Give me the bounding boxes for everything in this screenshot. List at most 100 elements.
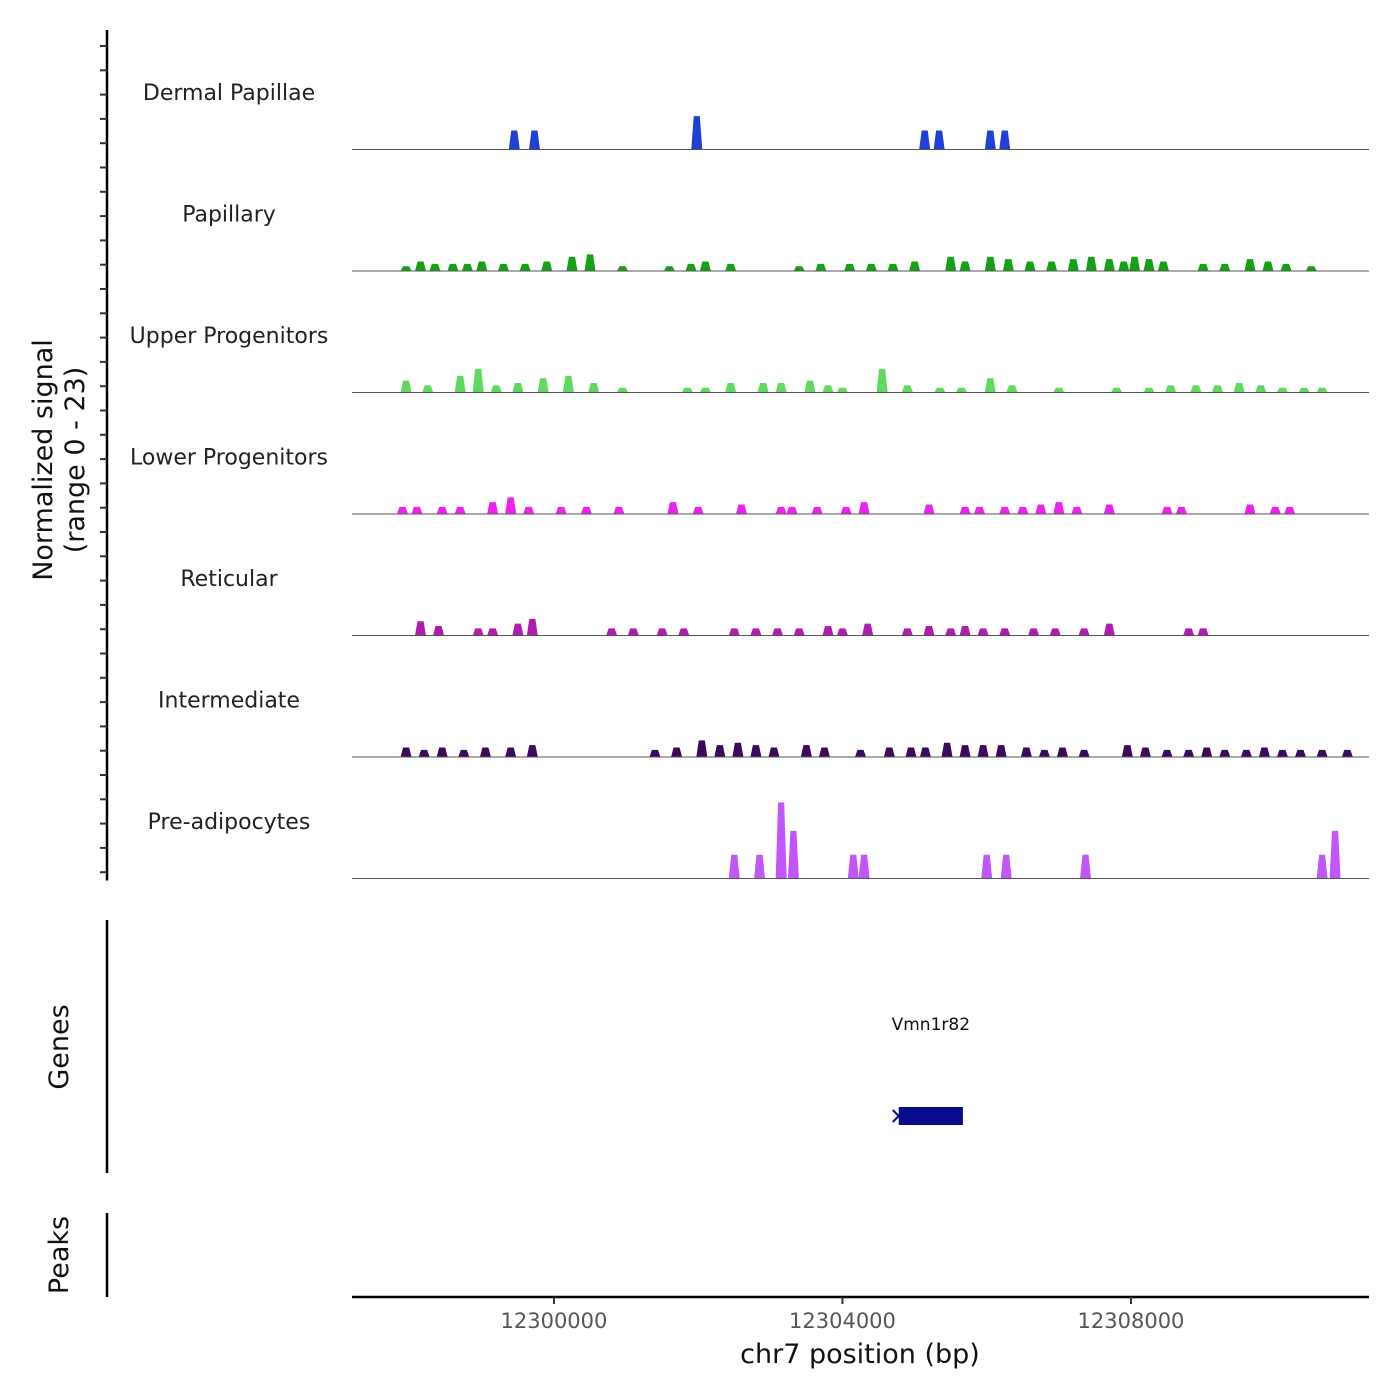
signal-peak bbox=[1240, 749, 1252, 757]
signal-peak bbox=[822, 625, 834, 636]
signal-peak bbox=[566, 256, 578, 271]
signal-peak bbox=[1157, 261, 1169, 271]
track-label: Dermal Papillae bbox=[143, 81, 315, 106]
signal-peak bbox=[616, 387, 628, 393]
signal-peak bbox=[919, 747, 931, 757]
track-reticular: Reticular bbox=[180, 567, 1369, 636]
signal-peak bbox=[505, 497, 517, 514]
signal-peak bbox=[1284, 506, 1296, 514]
signal-peak bbox=[472, 628, 484, 636]
signal-peak bbox=[400, 747, 412, 757]
track-label: Pre-adipocytes bbox=[148, 810, 311, 835]
signal-peak bbox=[1161, 506, 1173, 514]
signal-peak bbox=[959, 506, 971, 514]
signal-peak bbox=[1053, 387, 1065, 393]
signal-peak bbox=[840, 506, 852, 514]
signal-peak bbox=[508, 130, 520, 150]
signal-peak bbox=[1197, 628, 1209, 636]
signal-peak bbox=[787, 830, 799, 879]
signal-peak bbox=[1276, 749, 1288, 757]
signal-peak bbox=[411, 506, 423, 514]
signal-peak bbox=[400, 380, 412, 393]
signal-peak bbox=[793, 628, 805, 636]
signal-peak bbox=[526, 618, 538, 636]
signal-peak bbox=[1298, 387, 1310, 393]
signal-peak bbox=[685, 263, 697, 271]
signal-peak bbox=[855, 749, 866, 757]
signal-peak bbox=[984, 256, 996, 271]
signal-peak bbox=[836, 628, 848, 636]
signal-peak bbox=[725, 382, 737, 393]
signal-peak bbox=[681, 387, 693, 393]
signal-peak bbox=[1002, 259, 1014, 271]
signal-peak bbox=[905, 747, 917, 757]
signal-peak bbox=[1329, 830, 1341, 879]
signal-peak bbox=[1183, 749, 1195, 757]
signal-peak bbox=[1118, 261, 1130, 271]
signal-peak bbox=[977, 628, 989, 636]
signal-peak bbox=[1165, 385, 1177, 393]
signal-peak bbox=[699, 261, 711, 271]
signal-peak bbox=[883, 747, 895, 757]
signal-peak bbox=[656, 628, 668, 636]
signal-peak bbox=[528, 130, 540, 150]
signal-peak bbox=[984, 130, 996, 150]
signal-peak bbox=[955, 387, 967, 393]
signal-peak bbox=[847, 854, 859, 879]
signal-peak bbox=[1103, 259, 1115, 271]
signal-peak bbox=[1006, 385, 1018, 393]
signal-peak bbox=[804, 380, 816, 393]
signal-peak bbox=[1103, 504, 1115, 514]
signal-peak bbox=[977, 745, 989, 757]
gene-label: Vmn1r82 bbox=[892, 1015, 970, 1035]
peaks-panel-title: Peaks bbox=[44, 1216, 75, 1294]
signal-peak bbox=[750, 628, 762, 636]
signal-peak bbox=[1143, 259, 1155, 271]
signal-peak bbox=[1219, 749, 1231, 757]
signal-peak bbox=[613, 506, 625, 514]
signal-peak bbox=[1121, 745, 1133, 757]
signal-peak bbox=[725, 263, 737, 271]
signal-peak bbox=[436, 747, 448, 757]
signal-peak bbox=[627, 628, 639, 636]
signal-peak bbox=[865, 263, 877, 271]
signal-peak bbox=[1103, 623, 1115, 636]
signal-peak bbox=[959, 625, 971, 636]
signal-peak bbox=[1000, 854, 1012, 879]
signal-tracks: Dermal Papillae Papillary Upper Progenitor… bbox=[130, 81, 1369, 879]
gene-strand-mark bbox=[892, 1109, 900, 1117]
signal-peak bbox=[1294, 749, 1306, 757]
signal-peak bbox=[818, 747, 830, 757]
signal-peak bbox=[523, 506, 535, 514]
signal-peak bbox=[1233, 382, 1245, 393]
signal-peak bbox=[454, 375, 466, 393]
signal-peak bbox=[728, 854, 740, 879]
signal-peak bbox=[667, 502, 679, 514]
signal-peak bbox=[775, 382, 787, 393]
signal-peak bbox=[396, 506, 408, 514]
gene-body bbox=[898, 1107, 963, 1125]
signal-peak bbox=[836, 387, 848, 393]
signal-peak bbox=[461, 263, 473, 271]
signal-peak bbox=[400, 266, 412, 271]
signal-peak bbox=[588, 382, 600, 393]
signal-peak bbox=[562, 375, 574, 393]
signal-peak bbox=[999, 130, 1011, 150]
track-label: Lower Progenitors bbox=[130, 446, 328, 471]
signal-peak bbox=[1244, 259, 1256, 271]
signal-peak bbox=[505, 747, 517, 757]
signal-peak bbox=[1219, 263, 1231, 271]
signal-peak bbox=[844, 263, 856, 271]
signal-peak bbox=[959, 745, 971, 757]
signal-peak bbox=[415, 261, 427, 271]
signal-peak bbox=[999, 506, 1011, 514]
track-lower-progenitors: Lower Progenitors bbox=[130, 446, 1369, 515]
signal-peak bbox=[1280, 263, 1292, 271]
signal-peak bbox=[1161, 749, 1173, 757]
signal-peak bbox=[793, 266, 805, 271]
y-axis-title-line2: (range 0 - 23) bbox=[60, 367, 91, 554]
signal-peak bbox=[1028, 628, 1040, 636]
signal-peak bbox=[714, 745, 726, 757]
track-upper-progenitors: Upper Progenitors bbox=[130, 324, 1369, 393]
